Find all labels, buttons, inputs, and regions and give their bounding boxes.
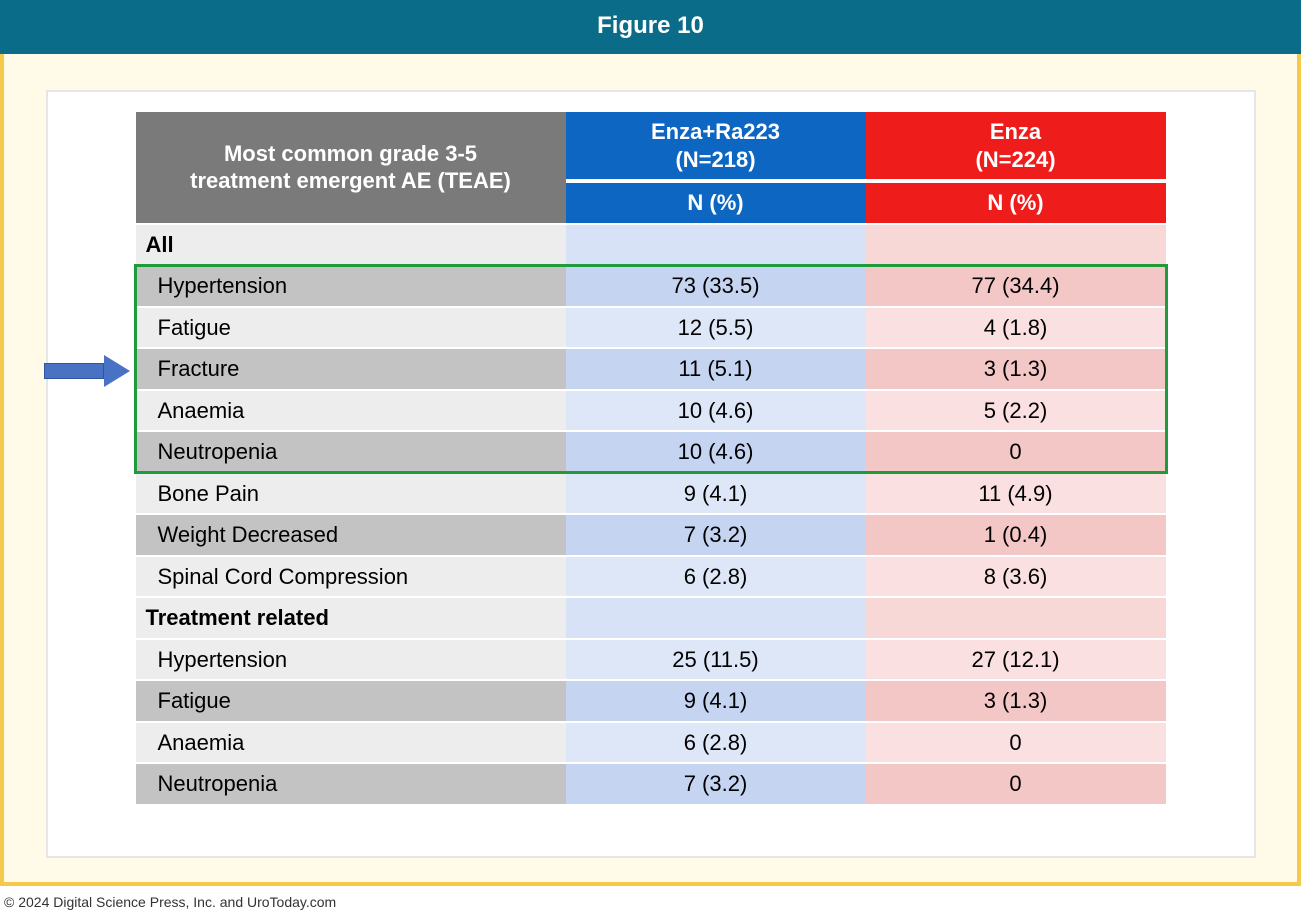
- ae-value-red: 11 (4.9): [866, 474, 1166, 514]
- ae-value-blue: 10 (4.6): [566, 391, 866, 431]
- ae-value-blue: 6 (2.8): [566, 557, 866, 597]
- table-row: Fracture11 (5.1)3 (1.3): [136, 349, 1166, 389]
- header-left-line1: Most common grade 3-5: [224, 141, 477, 166]
- ae-value-red: 27 (12.1): [866, 640, 1166, 680]
- header-red-line1: Enza: [990, 119, 1041, 144]
- ae-value-red: 77 (34.4): [866, 266, 1166, 306]
- ae-name: Hypertension: [136, 640, 566, 680]
- ae-value-blue: 11 (5.1): [566, 349, 866, 389]
- ae-name: Anaemia: [136, 391, 566, 431]
- ae-value-blue: 7 (3.2): [566, 515, 866, 555]
- subheader-red: N (%): [866, 181, 1166, 223]
- callout-arrow: [44, 355, 130, 387]
- header-red-line2: (N=224): [975, 147, 1055, 172]
- header-blue-line1: Enza+Ra223: [651, 119, 780, 144]
- table-row: Neutropenia10 (4.6)0: [136, 432, 1166, 472]
- table-wrap: Most common grade 3-5 treatment emergent…: [136, 110, 1166, 806]
- ae-name: Fatigue: [136, 308, 566, 348]
- ae-value-red: 3 (1.3): [866, 349, 1166, 389]
- ae-name: Neutropenia: [136, 764, 566, 804]
- ae-value-blue: 10 (4.6): [566, 432, 866, 472]
- copyright-line: © 2024 Digital Science Press, Inc. and U…: [0, 886, 1301, 914]
- ae-value-red: 4 (1.8): [866, 308, 1166, 348]
- ae-value-red: 1 (0.4): [866, 515, 1166, 555]
- ae-value-blue: 9 (4.1): [566, 681, 866, 721]
- table-row: Spinal Cord Compression6 (2.8)8 (3.6): [136, 557, 1166, 597]
- ae-value-blue: 7 (3.2): [566, 764, 866, 804]
- ae-value-blue: 25 (11.5): [566, 640, 866, 680]
- section-title: All: [136, 225, 566, 265]
- ae-value-blue: 73 (33.5): [566, 266, 866, 306]
- section-title: Treatment related: [136, 598, 566, 638]
- ae-value-red: 0: [866, 432, 1166, 472]
- table-body: AllHypertension73 (33.5)77 (34.4)Fatigue…: [136, 225, 1166, 804]
- copyright-text: © 2024 Digital Science Press, Inc. and U…: [4, 894, 336, 910]
- figure-outer-frame: Most common grade 3-5 treatment emergent…: [0, 54, 1301, 886]
- header-left: Most common grade 3-5 treatment emergent…: [136, 112, 566, 223]
- section-red-blank: [866, 598, 1166, 638]
- arrow-head-icon: [104, 355, 130, 387]
- table-row: Anaemia10 (4.6)5 (2.2): [136, 391, 1166, 431]
- ae-name: Spinal Cord Compression: [136, 557, 566, 597]
- section-blue-blank: [566, 225, 866, 265]
- table-row: Neutropenia7 (3.2)0: [136, 764, 1166, 804]
- section-red-blank: [866, 225, 1166, 265]
- section-row: Treatment related: [136, 598, 1166, 638]
- figure-title: Figure 10: [597, 12, 704, 39]
- ae-name: Neutropenia: [136, 432, 566, 472]
- ae-value-blue: 6 (2.8): [566, 723, 866, 763]
- ae-value-red: 8 (3.6): [866, 557, 1166, 597]
- figure-title-bar: Figure 10: [0, 0, 1301, 54]
- ae-value-blue: 9 (4.1): [566, 474, 866, 514]
- ae-value-blue: 12 (5.5): [566, 308, 866, 348]
- section-blue-blank: [566, 598, 866, 638]
- table-row: Fatigue9 (4.1)3 (1.3): [136, 681, 1166, 721]
- section-row: All: [136, 225, 1166, 265]
- ae-name: Anaemia: [136, 723, 566, 763]
- table-row: Hypertension73 (33.5)77 (34.4): [136, 266, 1166, 306]
- ae-name: Fatigue: [136, 681, 566, 721]
- subheader-blue: N (%): [566, 181, 866, 223]
- teae-table: Most common grade 3-5 treatment emergent…: [136, 110, 1166, 806]
- ae-name: Fracture: [136, 349, 566, 389]
- ae-name: Hypertension: [136, 266, 566, 306]
- table-row: Fatigue12 (5.5)4 (1.8): [136, 308, 1166, 348]
- table-row: Anaemia6 (2.8)0: [136, 723, 1166, 763]
- ae-value-red: 0: [866, 764, 1166, 804]
- table-row: Weight Decreased7 (3.2)1 (0.4): [136, 515, 1166, 555]
- table-head: Most common grade 3-5 treatment emergent…: [136, 112, 1166, 223]
- ae-value-red: 3 (1.3): [866, 681, 1166, 721]
- figure-inner-card: Most common grade 3-5 treatment emergent…: [46, 90, 1256, 858]
- ae-value-red: 0: [866, 723, 1166, 763]
- header-blue-line2: (N=218): [675, 147, 755, 172]
- arrow-shaft: [44, 363, 104, 379]
- ae-name: Weight Decreased: [136, 515, 566, 555]
- ae-name: Bone Pain: [136, 474, 566, 514]
- header-red: Enza (N=224): [866, 112, 1166, 179]
- table-row: Bone Pain9 (4.1)11 (4.9): [136, 474, 1166, 514]
- header-blue: Enza+Ra223 (N=218): [566, 112, 866, 179]
- ae-value-red: 5 (2.2): [866, 391, 1166, 431]
- header-left-line2: treatment emergent AE (TEAE): [190, 168, 511, 193]
- table-row: Hypertension25 (11.5)27 (12.1): [136, 640, 1166, 680]
